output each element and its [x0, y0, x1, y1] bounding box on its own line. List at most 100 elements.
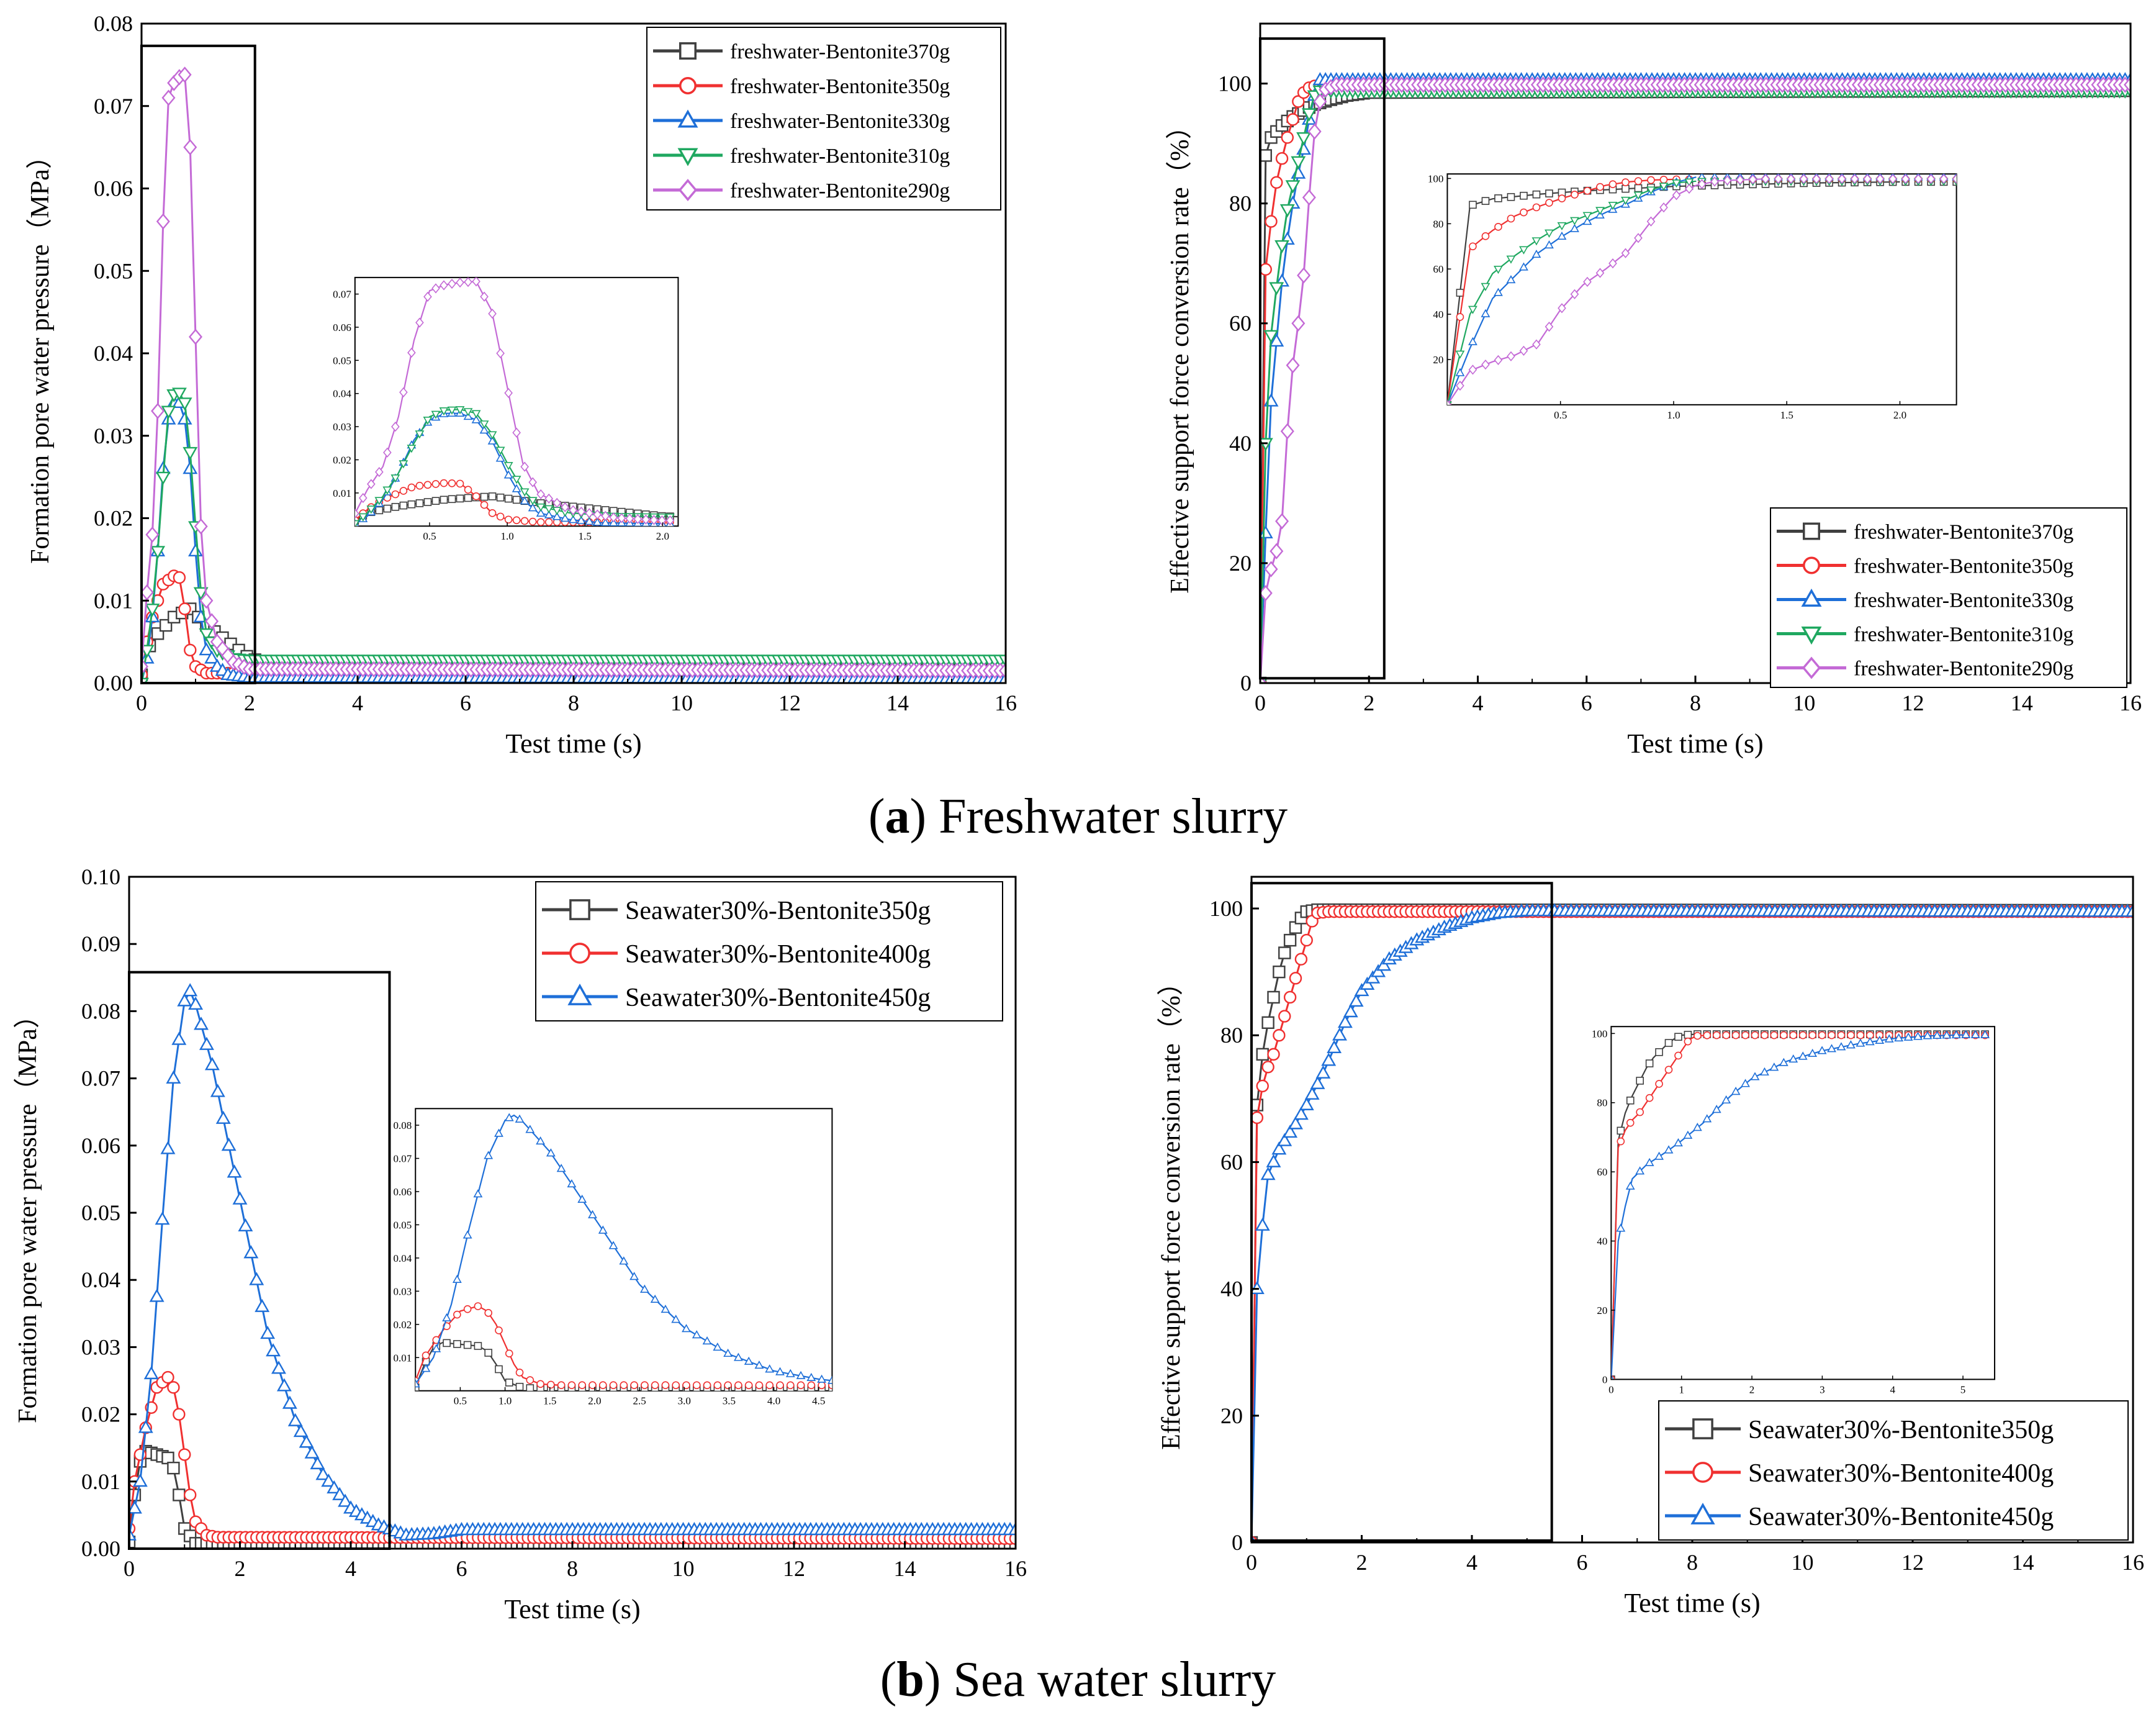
- b-left-marker-2: [132, 1474, 148, 1487]
- a-right-inset-line-3: [1447, 180, 1697, 405]
- a-left-inset-marker-1: [415, 481, 424, 490]
- b-left-inset-xtick-label: 1.5: [543, 1395, 556, 1407]
- a-left-legend-marker-3: [677, 148, 698, 166]
- b-left-inset-marker-2: [556, 1164, 566, 1172]
- b-right-legend-label-0: Seawater30%-Bentonite350g: [1748, 1416, 2054, 1444]
- a-right-inset-marker-1: [1469, 242, 1477, 251]
- b-right-inset-ytick-label: 20: [1597, 1305, 1607, 1316]
- a-right-legend-label-2: freshwater-Bentonite330g: [1854, 589, 2073, 612]
- b-right-inset-marker-1: [1645, 1094, 1654, 1102]
- a-left-inset-marker-2: [600, 518, 610, 527]
- b-left-marker-2: [321, 1474, 336, 1487]
- a-left-inset-marker-0: [423, 498, 432, 506]
- a-left-inset-marker-2: [584, 517, 594, 525]
- a-left-inset-marker-4: [528, 477, 537, 487]
- b-right-inset-ytick-label: 100: [1592, 1028, 1608, 1039]
- a-right-marker-4: [2123, 76, 2131, 93]
- a-left-inset-marker-4: [391, 421, 400, 432]
- b-left-series-line-1: [129, 1375, 1016, 1540]
- b-left-inset-marker-1: [609, 1381, 618, 1389]
- b-right-inset-marker-2: [1616, 1223, 1626, 1232]
- a-right-inset-marker-0: [1634, 184, 1643, 192]
- b-left-xlabel: Test time (s): [504, 1594, 640, 1624]
- a-right-marker-4: [1280, 423, 1294, 440]
- a-left-marker-3: [183, 446, 198, 461]
- b-right-marker-2: [1315, 1065, 1331, 1079]
- a-left-inset-marker-3: [479, 420, 489, 429]
- b-left-marker-2: [276, 1378, 292, 1392]
- a-left-inset-marker-3: [447, 406, 457, 415]
- a-left-inset-marker-1: [472, 492, 480, 500]
- a-left-inset-marker-2: [552, 512, 562, 520]
- a-left-inset-marker-0: [480, 492, 489, 501]
- a-right-inset-xtick-label: 0.5: [1554, 409, 1567, 421]
- a-left-marker-4: [183, 139, 197, 156]
- b-right-ytick-label: 80: [1220, 1023, 1243, 1048]
- a-left-marker-4: [998, 662, 1006, 679]
- a-right-xtick-label: 8: [1690, 691, 1701, 715]
- b-left-inset-marker-1: [724, 1381, 732, 1390]
- b-left-marker-2: [260, 1325, 276, 1339]
- a-right-inset-marker-3: [1570, 217, 1579, 225]
- a-left-marker-4: [145, 526, 160, 543]
- b-right-inset-marker-1: [1818, 1031, 1826, 1039]
- a-right-xlabel: Test time (s): [1627, 728, 1763, 759]
- a-left-series-markers-3: [142, 387, 1006, 683]
- a-right-inset-marker-1: [1596, 183, 1604, 191]
- a-left-inset-marker-2: [528, 503, 538, 512]
- b-left-inset-marker-2: [494, 1128, 503, 1137]
- b-right-marker-2: [1260, 1167, 1276, 1180]
- b-left-inset-marker-2: [692, 1330, 701, 1339]
- a-left-inset-ytick-label: 0.01: [333, 487, 351, 499]
- a-left-marker-1: [173, 571, 186, 584]
- a-left-inset-marker-0: [399, 501, 408, 510]
- a-left-legend-marker-1: [679, 77, 697, 94]
- b-right-marker-2: [1360, 976, 1375, 990]
- a-left-legend-marker-0: [679, 42, 697, 60]
- b-right-marker-1: [1289, 972, 1302, 985]
- b-left-marker-2: [243, 1245, 259, 1259]
- b-left-marker-1: [178, 1448, 191, 1461]
- b-right-inset-marker-2: [1750, 1072, 1760, 1080]
- a-left-marker-1: [178, 602, 191, 615]
- b-left-marker-1: [167, 1381, 180, 1394]
- a-left-inset-marker-4: [520, 461, 529, 472]
- b-left-marker-2: [282, 1395, 297, 1409]
- a-right-inset-marker-3: [1468, 306, 1477, 314]
- a-right-inset-ytick-label: 80: [1433, 218, 1443, 230]
- a-right-inset-marker-3: [1621, 196, 1630, 205]
- a-left-inset-marker-2: [479, 425, 489, 434]
- b-right-inset-marker-2: [1760, 1067, 1769, 1076]
- b-right-legend: Seawater30%-Bentonite350g Seawater30%-Ben…: [1658, 1400, 2129, 1541]
- a-left-marker-3: [155, 471, 171, 485]
- b-left-inset-marker-2: [462, 1230, 472, 1239]
- a-right-marker-3: [1263, 330, 1279, 343]
- a-left-inset-marker-4: [354, 508, 359, 519]
- b-left-marker-2: [138, 1420, 153, 1433]
- b-left-ytick-label: 0.00: [81, 1536, 120, 1561]
- b-left-inset-marker-1: [453, 1310, 461, 1319]
- b-right-marker-2: [1266, 1154, 1281, 1167]
- a-left-legend-label-2: freshwater-Bentonite330g: [730, 110, 950, 133]
- b-right-inset-marker-0: [1655, 1048, 1663, 1056]
- b-left-marker-1: [183, 1488, 197, 1501]
- b-left-inset-marker-1: [505, 1349, 513, 1358]
- a-right-inset-marker-1: [1481, 232, 1490, 240]
- b-right-inset-marker-1: [1741, 1031, 1749, 1039]
- b-right-marker-1: [1252, 1111, 1264, 1125]
- b-left-inset-marker-2: [588, 1210, 597, 1218]
- a-right-inset-marker-4: [1481, 360, 1490, 370]
- a-left-inset-marker-3: [431, 410, 441, 419]
- b-left-inset-marker-1: [807, 1381, 816, 1390]
- b-right-inset-marker-1: [1712, 1031, 1721, 1039]
- b-left-inset-marker-2: [546, 1148, 556, 1157]
- a-left-marker-4: [151, 402, 165, 420]
- b-left-inset-marker-2: [452, 1274, 462, 1283]
- b-left-inset-marker-2: [608, 1241, 618, 1249]
- a-left-legend-frame: [646, 27, 1001, 211]
- a-left-legend-marker-2: [677, 109, 698, 128]
- b-left-inset-marker-2: [682, 1324, 691, 1333]
- a-right-inset-marker-2: [1506, 275, 1516, 284]
- a-left-inset-marker-0: [391, 502, 400, 511]
- a-right-marker-3: [1269, 282, 1284, 296]
